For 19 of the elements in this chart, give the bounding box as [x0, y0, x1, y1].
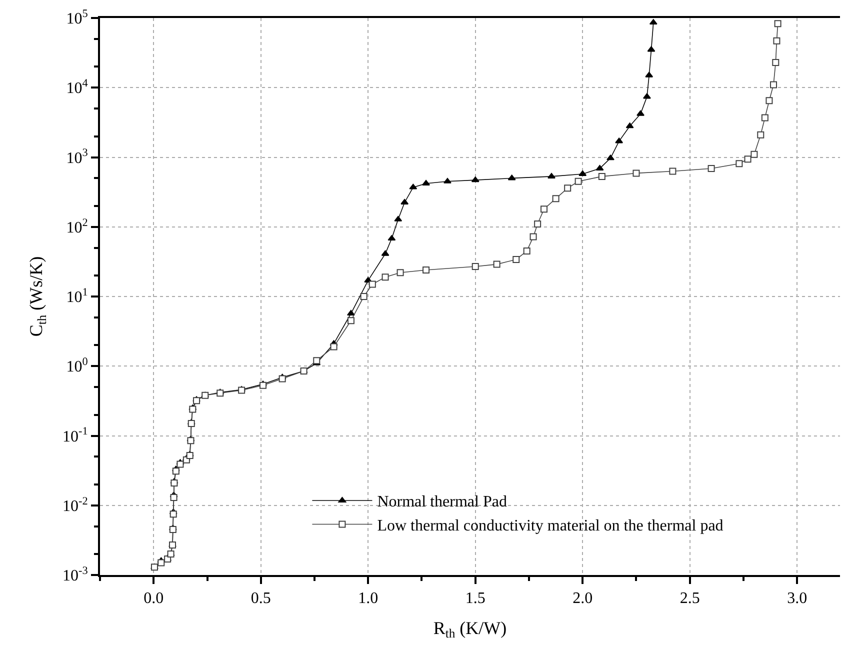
y-tick-label: 10$^{-1}$: [62, 426, 88, 446]
x-axis-title: R$_{th}$ (K/W): [433, 618, 507, 641]
y-tick-label: 10$^{3}$: [66, 147, 88, 167]
legend-label: Normal thermal Pad: [377, 494, 507, 511]
y-tick-label: 10$^{-3}$: [62, 564, 88, 585]
x-tick-label: 1.5: [465, 590, 486, 608]
y-tick-label: 10$^{2}$: [66, 216, 88, 236]
legend-label: Low thermal conductivity material on the thermal pad: [377, 518, 724, 535]
y-tick-label: 10$^{1}$: [66, 286, 88, 306]
y-tick-label: 10$^{-2}$: [62, 495, 88, 515]
x-tick-label: 1.0: [358, 590, 378, 608]
x-tick-label: 0.0: [144, 590, 164, 608]
y-tick-label: 10$^{0}$: [66, 356, 88, 376]
x-tick-label: 0.5: [250, 590, 271, 608]
x-tick-label: 2.0: [572, 590, 593, 608]
y-tick-label: 10$^{5}$: [66, 8, 88, 28]
x-tick-label: 2.5: [680, 590, 700, 608]
y-tick-label: 10$^{4}$: [66, 78, 88, 98]
x-tick-label: 3.0: [787, 590, 808, 608]
